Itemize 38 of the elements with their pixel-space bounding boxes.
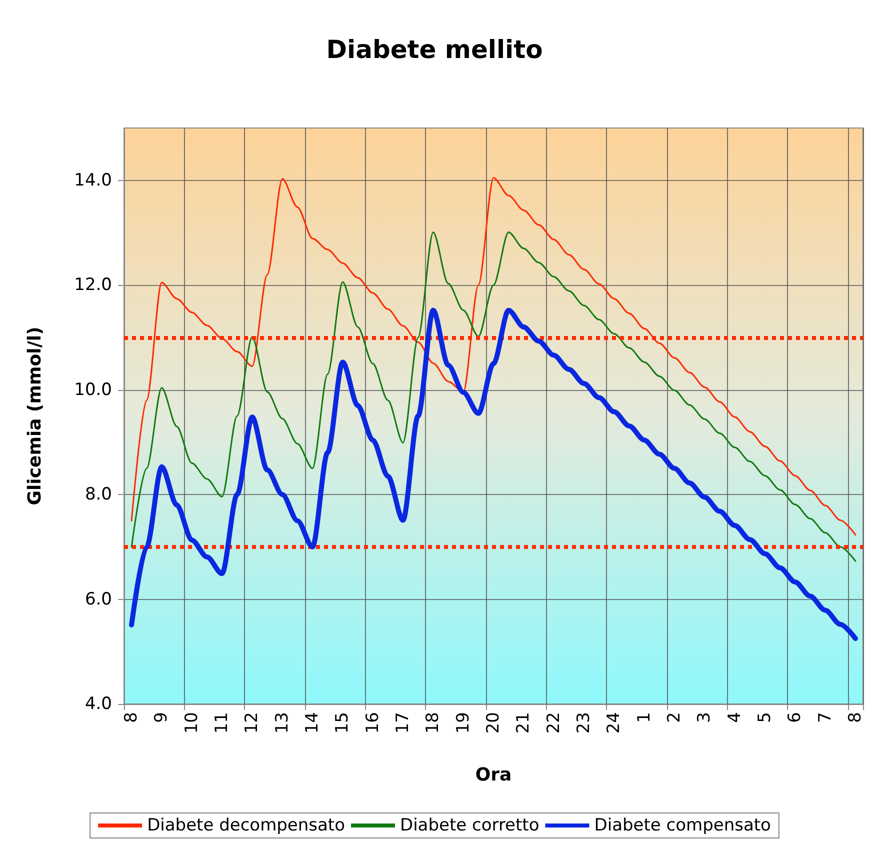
x-tick-label: 5	[754, 712, 775, 723]
x-tick-label: 18	[423, 712, 444, 734]
x-axis-title: Ora	[475, 764, 512, 786]
chart-title: Diabete mellito	[326, 35, 543, 64]
legend-label: Diabete decompensato	[147, 816, 346, 836]
y-tick-label: 12.0	[74, 275, 112, 296]
x-tick-label: 16	[362, 712, 383, 734]
x-tick-label: 11	[212, 712, 232, 734]
y-tick-label: 14.0	[74, 170, 112, 190]
x-tick-label: 2	[664, 712, 684, 723]
x-tick-label: 23	[574, 712, 594, 734]
x-tick-label: 4	[724, 712, 745, 723]
x-tick-label: 17	[393, 712, 414, 734]
x-tick-label: 21	[514, 712, 534, 734]
x-tick-label: 22	[544, 712, 564, 734]
x-tick-label: 8	[122, 712, 142, 723]
line-series	[130, 231, 856, 562]
y-axis-title: Glicemia (mmol/l)	[24, 326, 46, 506]
x-tick-label: 19	[453, 712, 474, 734]
x-tick-label: 8	[845, 712, 866, 723]
x-tick-label: 12	[242, 712, 262, 734]
x-tick-label: 14	[302, 712, 323, 734]
x-tick-label: 9	[152, 712, 172, 723]
x-tick-label: 20	[484, 712, 504, 734]
legend-label: Diabete corretto	[400, 816, 540, 836]
y-tick-label: 4.0	[84, 694, 112, 714]
y-tick-label: 10.0	[74, 380, 112, 400]
y-tick-label: 6.0	[84, 589, 112, 610]
x-tick-label: 3	[694, 712, 715, 723]
x-tick-label: 6	[785, 712, 806, 723]
x-tick-label: 1	[634, 712, 654, 723]
legend-label: Diabete compensato	[594, 816, 771, 836]
x-tick-label: 13	[272, 712, 292, 734]
x-tick-label: 24	[604, 712, 624, 734]
x-tick-label: 15	[332, 712, 353, 734]
y-tick-label: 8.0	[84, 484, 112, 505]
x-tick-label: 7	[815, 712, 836, 723]
x-tick-label: 10	[182, 712, 202, 734]
